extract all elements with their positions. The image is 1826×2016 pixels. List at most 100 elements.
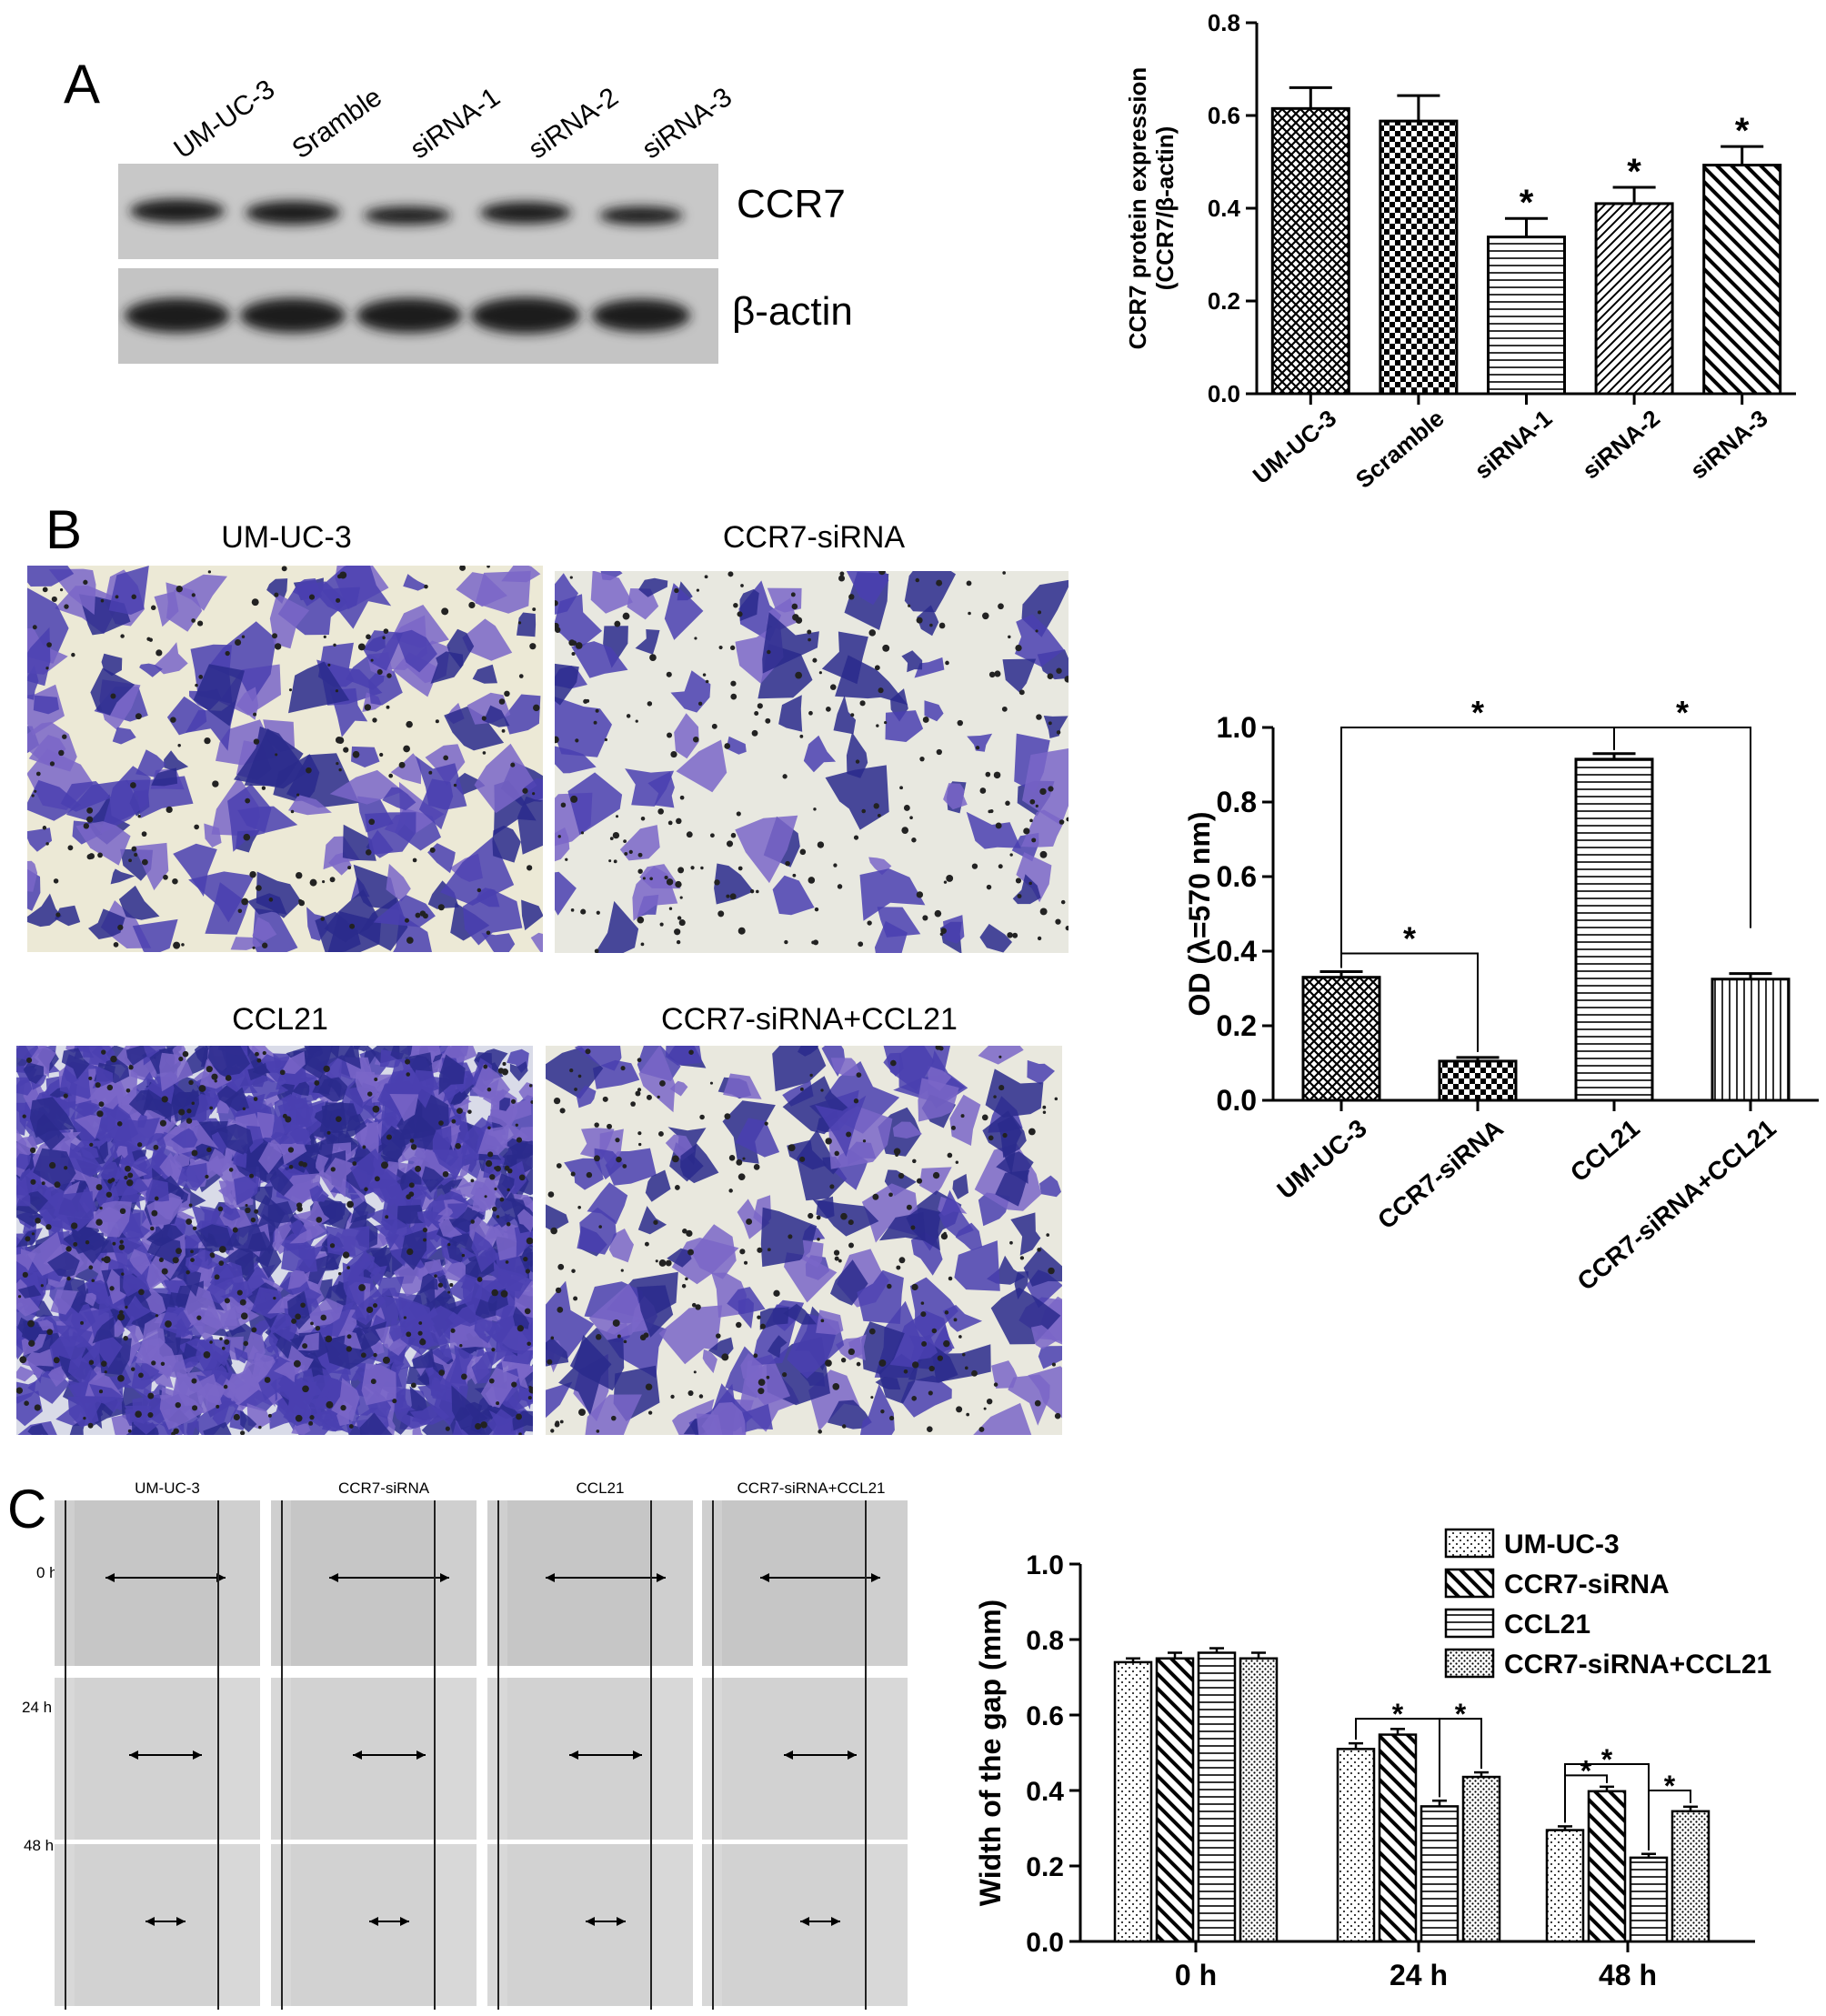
y-tick-label: 0.4 [1217,935,1258,968]
chart-od-570: 0.00.20.40.60.81.0OD (λ=570 nm)UM-UC-3 CC… [1183,694,1819,1296]
legend-swatch [1444,1528,1495,1559]
significance-bracket [1613,727,1751,928]
x-tick-label: 0 h [1175,1959,1217,1991]
y-tick-label: 0.0 [1217,1084,1257,1117]
significance-label: * [1580,1754,1592,1787]
bar [1336,1748,1376,1943]
x-tick-label: siRNA-3 [1685,405,1773,485]
wb-lane-label: siRNA-3 [637,82,737,165]
y-tick-label: 0.0 [1026,1928,1064,1958]
y-tick-label: 0.2 [1026,1852,1064,1882]
y-tick-label: 0.6 [1208,102,1240,129]
significance-bracket [1648,1790,1691,1851]
y-tick-label: 0.4 [1208,195,1241,222]
y-tick-label: 1.0 [1026,1550,1064,1580]
significance-label: * [1601,1743,1613,1776]
wound-row-label: 0 h [36,1564,58,1581]
y-tick-label: 0.8 [1026,1626,1064,1656]
bar [1239,1657,1279,1943]
panel-label-b: B [45,499,83,560]
bar [1711,978,1791,1102]
bar [1420,1805,1460,1943]
panel-label-c: C [7,1479,47,1540]
y-axis-label: CCR7 protein expression(CCR7/β-actin) [1124,67,1179,350]
x-tick-label: UM-UC-3 [1271,1114,1371,1205]
legend-label: CCR7-siRNA+CCL21 [1504,1650,1771,1680]
wb-band-label-actin: β-actin [732,289,853,334]
bar [1301,976,1381,1102]
legend-label: CCL21 [1504,1610,1590,1640]
legend-swatch [1444,1648,1495,1679]
significance-label: * [1455,1698,1467,1730]
wb-lane-label: siRNA-2 [523,82,624,165]
chart-ccr7-expression: 0.0 0.2 0.4 0.6 0.8 CCR7 protein expression(C… [1124,9,1796,494]
wb-lane-label: siRNA-1 [405,82,506,165]
significance-bracket [1340,952,1479,1052]
wb-lane-label: UM-UC-3 [168,74,281,165]
bar [1379,119,1459,396]
wound-row-label: 48 h [24,1837,55,1854]
significance-bracket [1439,1718,1482,1798]
y-tick-label: 0.2 [1208,287,1240,315]
wound-col-title: CCR7-siRNA [337,1479,430,1497]
transwell-title-ccr7sirna: CCR7-siRNA [722,520,906,555]
significance-label: * [1403,920,1416,958]
x-tick-label: siRNA-2 [1577,405,1665,485]
transwell-image-ccl21 [16,1046,533,1435]
significance-label: * [1627,152,1641,192]
legend-label: UM-UC-3 [1504,1530,1620,1560]
bar [1670,1810,1711,1943]
x-tick-label: UM-UC-3 [1248,405,1341,490]
transwell-image-combo [546,1046,1062,1435]
significance-label: * [1520,183,1534,223]
transwell-image-ccr7sirna [555,571,1069,953]
y-tick-label: 0.6 [1217,860,1257,893]
y-tick-label: 1.0 [1217,711,1257,744]
significance-bracket [1564,1774,1608,1823]
bar [1487,236,1566,396]
significance-bracket [1340,727,1615,965]
wb-band-label-ccr7: CCR7 [737,182,846,226]
y-tick-label: 0.0 [1208,380,1240,407]
transwell-title-umuc3: UM-UC-3 [221,520,352,555]
x-tick-label: 24 h [1390,1959,1448,1991]
transwell-image-umuc3 [27,566,543,952]
bar [1270,106,1350,396]
y-tick-label: 0.8 [1208,9,1240,36]
bar [1155,1657,1195,1943]
bar [1113,1660,1153,1943]
legend-swatch [1444,1608,1495,1639]
bar [1378,1733,1418,1943]
bar [1587,1790,1627,1943]
x-tick-label: CCR7-siRNA [1372,1114,1509,1235]
x-tick-label: Scramble [1350,405,1450,494]
significance-label: * [1664,1770,1676,1802]
bar [1574,757,1654,1102]
wound-col-title: CCL21 [576,1479,625,1497]
x-tick-label: 48 h [1599,1959,1657,1991]
bar [1461,1775,1501,1943]
significance-label: * [1471,694,1484,731]
wound-col-title: UM-UC-3 [135,1479,200,1497]
legend-swatch [1444,1568,1495,1599]
y-tick-label: 0.6 [1026,1701,1064,1731]
wb-lane-label: Sramble [286,82,387,165]
x-tick-label: siRNA-1 [1470,405,1558,485]
significance-label: * [1735,111,1750,151]
significance-label: * [1676,694,1689,731]
transwell-title-ccl21: CCL21 [232,1002,328,1037]
bar [1702,164,1782,396]
y-axis-label: OD (λ=570 nm) [1183,812,1216,1017]
bar [1545,1829,1585,1943]
y-tick-label: 0.8 [1217,786,1257,818]
bar [1594,202,1674,396]
bar [1629,1856,1669,1943]
transwell-title-combo: CCR7-siRNA+CCL21 [661,1002,958,1037]
bar [1438,1059,1518,1102]
y-tick-label: 0.4 [1026,1777,1064,1807]
significance-label: * [1392,1698,1404,1730]
wound-row-label: 24 h [22,1699,53,1716]
wound-col-title: CCR7-siRNA+CCL21 [737,1479,886,1497]
panel-label-a: A [64,54,101,115]
x-tick-label: CCL21 [1565,1114,1645,1188]
